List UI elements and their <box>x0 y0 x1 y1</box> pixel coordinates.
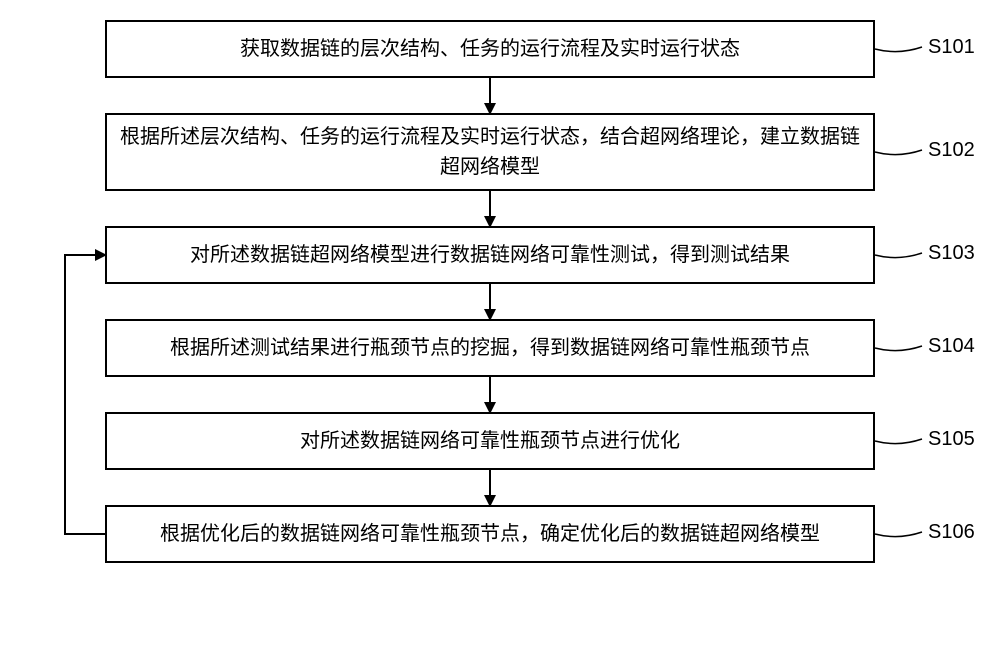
step-label-text: S102 <box>928 139 975 161</box>
step-label-text: S106 <box>928 521 975 543</box>
step-label-s101: S101 <box>928 36 975 59</box>
flowchart-canvas: 获取数据链的层次结构、任务的运行流程及实时运行状态 S101 根据所述层次结构、任务… <box>0 0 1000 653</box>
step-box-s105: 对所述数据链网络可靠性瓶颈节点进行优化 <box>105 412 875 470</box>
label-tick-s102 <box>875 150 922 155</box>
label-tick-s103 <box>875 253 922 258</box>
step-box-s101: 获取数据链的层次结构、任务的运行流程及实时运行状态 <box>105 20 875 78</box>
step-label-s104: S104 <box>928 335 975 358</box>
step-label-s106: S106 <box>928 521 975 544</box>
step-text: 获取数据链的层次结构、任务的运行流程及实时运行状态 <box>240 34 740 64</box>
label-tick-s104 <box>875 346 922 351</box>
step-text: 根据所述层次结构、任务的运行流程及实时运行状态，结合超网络理论，建立数据链超网络… <box>117 122 863 182</box>
step-text: 根据所述测试结果进行瓶颈节点的挖掘，得到数据链网络可靠性瓶颈节点 <box>170 333 810 363</box>
step-box-s104: 根据所述测试结果进行瓶颈节点的挖掘，得到数据链网络可靠性瓶颈节点 <box>105 319 875 377</box>
feedback-arrow <box>65 255 105 534</box>
step-label-text: S103 <box>928 242 975 264</box>
step-box-s102: 根据所述层次结构、任务的运行流程及实时运行状态，结合超网络理论，建立数据链超网络… <box>105 113 875 191</box>
step-label-text: S105 <box>928 428 975 450</box>
step-label-s103: S103 <box>928 242 975 265</box>
label-tick-s101 <box>875 47 922 52</box>
step-box-s106: 根据优化后的数据链网络可靠性瓶颈节点，确定优化后的数据链超网络模型 <box>105 505 875 563</box>
label-tick-s105 <box>875 439 922 444</box>
label-tick-s106 <box>875 532 922 537</box>
step-text: 根据优化后的数据链网络可靠性瓶颈节点，确定优化后的数据链超网络模型 <box>160 519 820 549</box>
step-label-text: S101 <box>928 36 975 58</box>
step-label-s105: S105 <box>928 428 975 451</box>
step-label-text: S104 <box>928 335 975 357</box>
step-text: 对所述数据链超网络模型进行数据链网络可靠性测试，得到测试结果 <box>190 240 790 270</box>
step-box-s103: 对所述数据链超网络模型进行数据链网络可靠性测试，得到测试结果 <box>105 226 875 284</box>
step-label-s102: S102 <box>928 139 975 162</box>
step-text: 对所述数据链网络可靠性瓶颈节点进行优化 <box>300 426 680 456</box>
